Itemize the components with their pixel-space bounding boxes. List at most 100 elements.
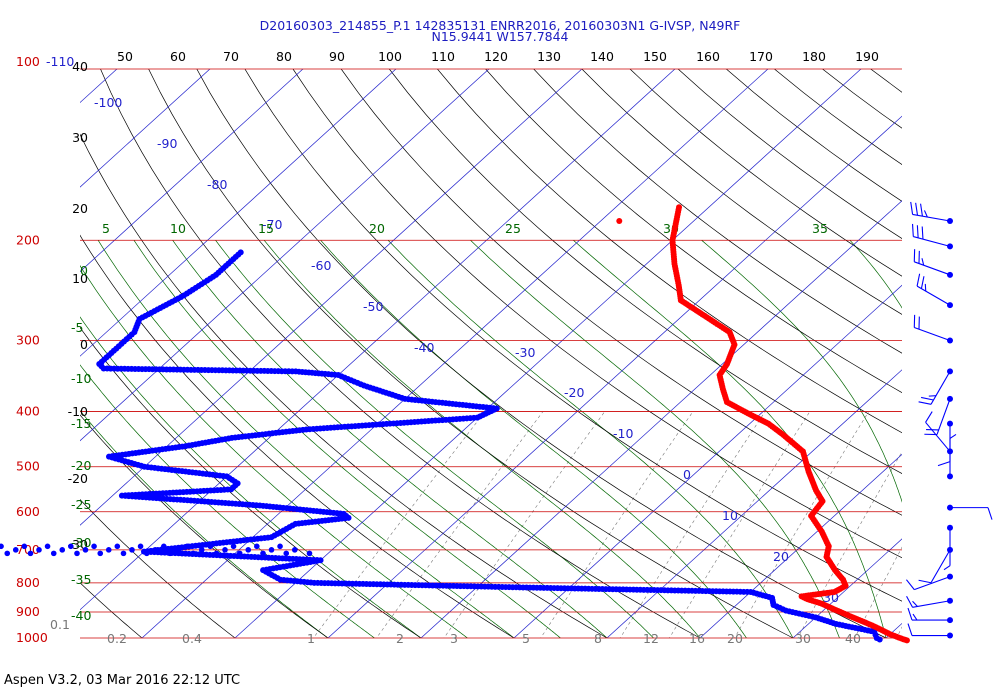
mixing-ratio-label: 3 (450, 631, 458, 646)
moist-adiabat-line (97, 240, 515, 638)
dewpoint-point (175, 547, 182, 553)
wind-barb-flag (912, 600, 918, 607)
isotherm-line (420, 200, 902, 638)
theta-label: 50 (117, 49, 133, 64)
theta-label: 80 (276, 49, 292, 64)
wind-barb-flag (915, 202, 919, 216)
pressure-label: 400 (16, 404, 40, 419)
wind-barb-staff (914, 576, 951, 591)
dry-adiabats (80, 43, 1000, 650)
isotherm-line (80, 69, 676, 611)
dry-adiabat-line (725, 69, 902, 202)
dewpoint-point (291, 547, 298, 553)
dewpoint-point (74, 550, 80, 557)
wind-barb-staff (914, 326, 951, 341)
dewpoint-point (254, 543, 260, 550)
dewpoint-point (198, 547, 205, 553)
mixing-ratio-lines (312, 411, 1000, 650)
isotherm-label: -70 (262, 217, 282, 232)
dry-adiabat-line (533, 69, 902, 354)
mixing-ratio-line (987, 412, 1000, 650)
wind-barb-flag (925, 411, 933, 423)
wind-barb (943, 524, 953, 571)
isotherm-line (80, 69, 397, 357)
wind-barb (947, 433, 957, 480)
height-label: 10 (72, 271, 88, 286)
dry-adiabat-line (80, 326, 422, 638)
mixing-ratio-label: 0.2 (107, 631, 127, 646)
wind-barb (947, 504, 993, 520)
dewpoint-point (4, 550, 11, 557)
isotherm-label: -20 (564, 385, 584, 400)
wind-barb-flag (906, 595, 914, 608)
wind-barb (924, 395, 953, 436)
isotherm-line (606, 369, 902, 638)
theta-label: 170 (749, 49, 773, 64)
height-label: 20 (72, 201, 88, 216)
dewpoint-point (143, 550, 150, 557)
dewpoint-point (152, 547, 159, 553)
theta-label: 160 (696, 49, 720, 64)
wind-barb-flag (937, 461, 951, 467)
dry-adiabat-line (100, 69, 701, 638)
wind-barb-flag (905, 579, 915, 590)
wind-barb (907, 623, 953, 639)
dry-adiabat-line (244, 69, 902, 602)
mixing-ratio-line (376, 411, 544, 638)
mixing-ratio-label: 20 (727, 631, 743, 646)
isotherm-line (699, 453, 902, 638)
dry-adiabat-line (80, 234, 515, 638)
mixing-ratio-line (443, 411, 605, 638)
dry-adiabat-line (821, 69, 902, 129)
wind-barb-staff (913, 236, 951, 247)
mixing-ratio-label: 40 (845, 631, 861, 646)
mixing-ratio-label: 0.1 (50, 617, 70, 632)
mixing-ratio-label: 2 (396, 631, 404, 646)
isotherm-line (234, 69, 862, 638)
isotherm-label: 10 (722, 508, 738, 523)
dewpoint-point (137, 543, 144, 550)
mixing-ratio-label: 8 (594, 631, 602, 646)
dewpoint-point (114, 543, 121, 550)
pressure-label: 200 (16, 232, 40, 247)
pressure-label: 800 (16, 575, 40, 590)
wind-barb-staff (930, 549, 951, 584)
dry-adiabat-line (80, 133, 608, 638)
mixing-ratio-line (540, 411, 694, 638)
dewpoint-point (260, 550, 266, 557)
dewpoint-point (44, 543, 51, 550)
isotherm-label: -60 (311, 258, 331, 273)
dewpoint-point (0, 543, 4, 550)
dewpoint-point (222, 547, 228, 553)
isotherm-line (885, 622, 902, 638)
wind-barb (911, 223, 953, 250)
dewpoint-profile (0, 249, 883, 643)
dewpoint-point (129, 547, 135, 553)
moist-adiabat-label: -5 (71, 320, 83, 335)
dry-adiabat-line (485, 69, 902, 394)
pressure-label: 300 (16, 332, 40, 347)
mixing-ratio-line (924, 412, 1000, 650)
dewpoint-point (91, 543, 97, 550)
isotherm-label: -40 (414, 340, 434, 355)
theta-label: 90 (329, 49, 345, 64)
dry-adiabat-line (388, 69, 902, 474)
wind-barb-flag (918, 579, 932, 584)
moist-adiabat-line (988, 240, 1000, 638)
wind-barb (918, 546, 953, 584)
moist-adiabat-label: -40 (71, 608, 91, 623)
dewpoint-point (120, 550, 127, 557)
dewpoint-point (21, 543, 28, 550)
moist-adiabat-label: -30 (71, 535, 91, 550)
wind-barb-flag (943, 565, 951, 571)
isotherm-label: -100 (94, 95, 122, 110)
wind-barb-flag (916, 273, 921, 287)
wind-barb-flag (907, 607, 913, 621)
theta-label: 130 (537, 49, 561, 64)
dry-adiabat-line (978, 43, 1000, 650)
temperature-point (903, 637, 910, 644)
isotherm-line (513, 284, 902, 638)
mixing-ratio-label: 30 (795, 631, 811, 646)
pressure-label: 600 (16, 504, 40, 519)
